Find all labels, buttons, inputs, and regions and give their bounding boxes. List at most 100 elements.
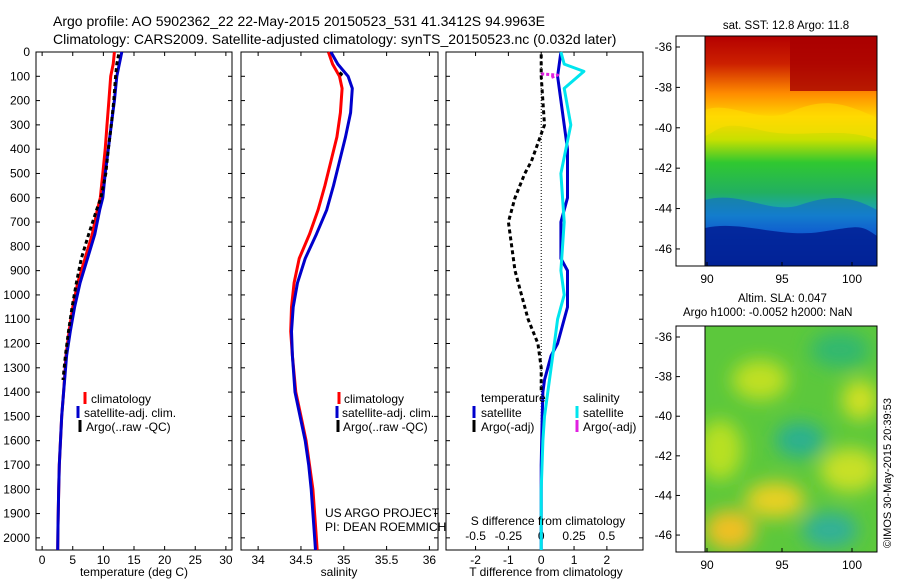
map-lon-label: 100	[842, 558, 862, 572]
x-tick-label: 1	[571, 553, 578, 567]
temperature-panel-frame	[35, 51, 233, 551]
depth-tick-label: 800	[10, 239, 30, 253]
salinity-legend: climatology satellite-adj. clim. Argo(..…	[335, 392, 434, 434]
x-tick-label: 10	[97, 553, 111, 567]
depth-tick-label: 600	[10, 191, 30, 205]
sla-map-ticks: -36 -38 -40 -42 -44 -46 90 95 100	[655, 330, 863, 572]
depth-tick-label: 1000	[3, 288, 30, 302]
legend-label-satellite: satellite-adj. clim.	[84, 406, 176, 420]
depth-tick-label: 500	[10, 166, 30, 180]
depth-tick-label: 100	[10, 69, 30, 83]
map-lon-label: 90	[700, 272, 714, 286]
map-lon-label: 95	[775, 272, 789, 286]
salinity-panel-frame	[240, 51, 439, 551]
map-lat-label: -36	[655, 40, 673, 54]
x-tick-label: 2	[604, 553, 611, 567]
legend-label-s-satellite: satellite	[583, 406, 624, 420]
s-difference-tick-label: -0.25	[495, 529, 523, 543]
sst-map-axes	[675, 35, 878, 267]
depth-tick-label: 1600	[3, 434, 30, 448]
x-tick-label: 34	[251, 553, 265, 567]
depth-tick-label: 1700	[3, 458, 30, 472]
legend-label-climatology: climatology	[344, 392, 404, 406]
x-tick-label: 36	[423, 553, 437, 567]
legend-label-argo: Argo(..raw -QC)	[86, 420, 171, 434]
depth-tick-label: 1800	[3, 482, 30, 496]
legend-label-s-argo: Argo(-adj)	[583, 420, 636, 434]
depth-axis: 0 100 200 300 400 500 600 700 800 900 1000 1100 1200…	[3, 45, 643, 545]
x-tick-label: 0	[538, 553, 545, 567]
depth-tick-label: 1900	[3, 507, 30, 521]
depth-tick-label: 1200	[3, 337, 30, 351]
imos-watermark: ©IMOS 30-May-2015 20:39:53	[882, 398, 894, 548]
temperature-axis-label: temperature (deg C)	[80, 565, 188, 579]
sst-map-title: sat. SST: 12.8 Argo: 11.8	[723, 20, 849, 32]
salinity-axis-label: salinity	[321, 565, 358, 579]
depth-tick-label: 1500	[3, 409, 30, 423]
x-tick-label: -2	[470, 553, 481, 567]
credit-pi: PI: DEAN ROEMMICH	[325, 520, 446, 534]
legend-label-t-argo: Argo(-adj)	[481, 420, 534, 434]
profile-line-salinity-argo-adj	[541, 72, 560, 79]
map-lat-label: -36	[655, 330, 673, 344]
x-tick-label: 0	[39, 553, 46, 567]
s-difference-tick-label: 0.5	[599, 529, 616, 543]
sst-map-image	[705, 36, 877, 266]
profile-line-temperature-satellite	[539, 51, 569, 550]
x-tick-label: 30	[219, 553, 233, 567]
legend-title-salinity: salinity	[583, 391, 620, 405]
sla-map-title-1: Altim. SLA: 0.047	[738, 293, 827, 305]
map-lat-label: -38	[655, 80, 673, 94]
temperature-x-axis: 0 5 10 15 20 25 30	[39, 52, 233, 567]
s-difference-axis-label: S difference from climatology	[471, 514, 626, 528]
map-lat-label: -46	[655, 242, 673, 256]
x-tick-label: 15	[127, 553, 141, 567]
profile-line-temperature-argo-adj	[506, 54, 546, 393]
map-lat-label: -46	[655, 528, 673, 542]
difference-panel-frame	[445, 51, 644, 551]
map-lat-label: -40	[655, 121, 673, 135]
depth-tick-label: 900	[10, 264, 30, 278]
header-line-1: Argo profile: AO 5902362_22 22-May-2015 …	[53, 13, 545, 29]
map-lon-label: 90	[700, 558, 714, 572]
profile-line-satellite-adj-clim	[290, 51, 354, 551]
profile-line-salinity-satellite	[539, 51, 586, 550]
s-difference-tick-label: -0.5	[465, 529, 486, 543]
sla-map-axes	[675, 325, 878, 553]
map-lon-label: 95	[775, 558, 789, 572]
profile-lines	[56, 51, 586, 551]
x-tick-label: 35	[337, 553, 351, 567]
s-difference-x-axis: -0.5 -0.25 0 0.25 0.5	[465, 529, 615, 543]
temperature-legend: climatology satellite-adj. clim. Argo(..…	[76, 392, 176, 434]
t-difference-axis-label: T difference from climatology	[469, 565, 623, 579]
depth-tick-label: 1400	[3, 385, 30, 399]
header-line-2: Climatology: CARS2009. Satellite-adjuste…	[53, 31, 616, 47]
profile-line-argo-raw-qc	[338, 71, 345, 78]
depth-tick-label: 700	[10, 215, 30, 229]
difference-legend: temperature salinity satellite Argo(-adj…	[472, 391, 636, 434]
legend-label-satellite: satellite-adj. clim.	[342, 406, 434, 420]
s-difference-tick-label: 0.25	[562, 529, 586, 543]
sst-map-ticks: -36 -38 -40 -42 -44 -46 90 95 100	[655, 40, 863, 286]
depth-tick-label: 2000	[3, 531, 30, 545]
credit-project: US ARGO PROJECT	[325, 506, 440, 520]
sla-map-title-2: Argo h1000: -0.0052 h2000: NaN	[683, 307, 852, 319]
depth-tick-label: 0	[23, 45, 30, 59]
legend-title-temperature: temperature	[481, 391, 546, 405]
depth-tick-label: 200	[10, 94, 30, 108]
map-lat-label: -40	[655, 409, 673, 423]
profile-line-climatology	[56, 51, 116, 551]
map-lat-label: -38	[655, 370, 673, 384]
depth-tick-label: 1100	[4, 312, 30, 326]
map-lat-label: -42	[655, 449, 673, 463]
depth-tick-label: 1300	[3, 361, 30, 375]
map-lat-label: -44	[655, 202, 673, 216]
x-tick-label: 35.5	[375, 553, 399, 567]
x-tick-label: 20	[158, 553, 172, 567]
x-tick-label: 25	[189, 553, 203, 567]
x-tick-label: 34.5	[289, 553, 313, 567]
depth-tick-label: 400	[10, 142, 30, 156]
map-lat-label: -42	[655, 161, 673, 175]
legend-label-t-satellite: satellite	[481, 406, 522, 420]
